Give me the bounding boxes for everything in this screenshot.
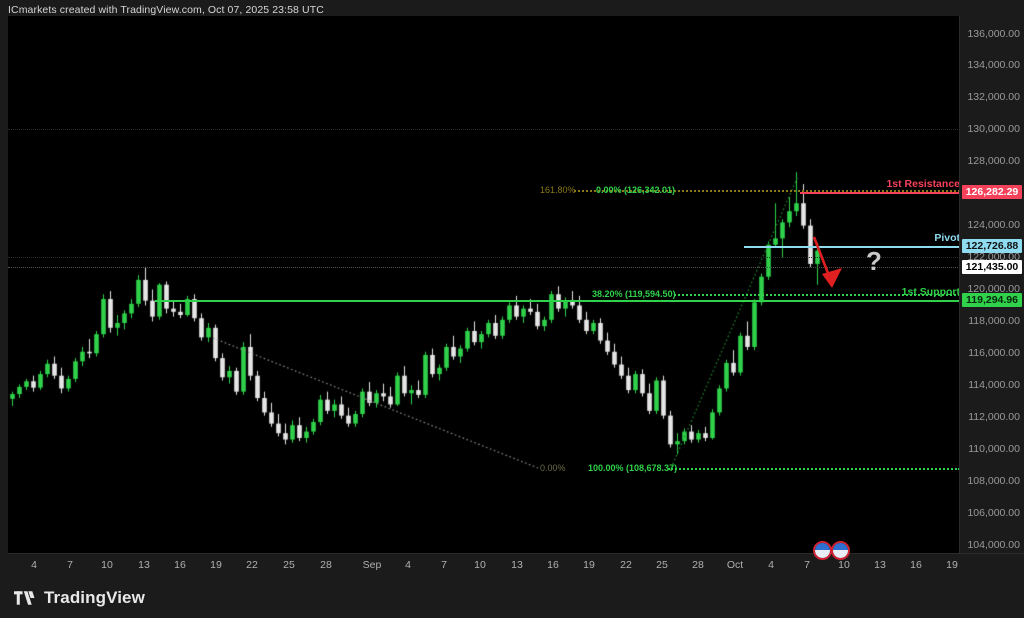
us-flag-event-icon[interactable] (831, 541, 850, 560)
time-tick: 13 (138, 559, 150, 571)
time-tick: 10 (838, 559, 850, 571)
time-tick: 7 (441, 559, 447, 571)
attribution-text: ICmarkets created with TradingView.com, … (8, 4, 324, 16)
time-tick: 22 (620, 559, 632, 571)
time-tick: 4 (405, 559, 411, 571)
price-tick: 120,000.00 (967, 283, 1020, 295)
time-tick: 28 (692, 559, 704, 571)
tradingview-logo-icon (14, 591, 35, 605)
price-tick: 114,000.00 (968, 379, 1020, 391)
chart-plot-area[interactable] (8, 16, 960, 553)
price-tick: 106,000.00 (967, 507, 1020, 519)
price-tick: 112,000.00 (968, 411, 1020, 423)
time-tick: 13 (511, 559, 523, 571)
time-tick: 10 (101, 559, 113, 571)
tradingview-wordmark: TradingView (44, 588, 145, 607)
time-tick: 19 (583, 559, 595, 571)
candlestick-canvas[interactable] (8, 16, 960, 553)
time-tick: 19 (946, 559, 958, 571)
time-tick: 7 (67, 559, 73, 571)
price-tick: 132,000.00 (967, 91, 1020, 103)
time-tick: 4 (768, 559, 774, 571)
time-tick: 25 (283, 559, 295, 571)
pivot-price-badge[interactable]: 122,726.88 (962, 239, 1022, 253)
last-price-badge[interactable]: 121,435.00 (962, 260, 1022, 274)
price-tick: 128,000.00 (967, 155, 1020, 167)
price-tick: 124,000.00 (967, 219, 1020, 231)
price-tick: 104,000.00 (967, 539, 1020, 551)
tradingview-logo[interactable]: TradingView (14, 588, 145, 608)
time-tick: 19 (210, 559, 222, 571)
price-tick: 118,000.00 (968, 315, 1020, 327)
resistance-price-badge[interactable]: 126,282.29 (962, 185, 1022, 199)
axis-divider-horizontal (8, 553, 1024, 554)
time-tick: 4 (31, 559, 37, 571)
time-axis[interactable]: 4 7 10 13 16 19 22 25 28 Sep 4 7 10 13 16 19 22 25 28 Oct 4 7… (8, 553, 1024, 579)
price-tick: 134,000.00 (967, 59, 1020, 71)
time-tick: 25 (656, 559, 668, 571)
time-tick: 7 (804, 559, 810, 571)
time-tick: Oct (726, 559, 744, 571)
time-tick: 16 (910, 559, 922, 571)
price-tick: 130,000.00 (967, 123, 1020, 135)
price-tick: 110,000.00 (968, 443, 1020, 455)
time-tick: 16 (547, 559, 559, 571)
time-tick: 28 (320, 559, 332, 571)
support-price-badge[interactable]: 119,294.96 (962, 293, 1022, 307)
time-tick: 22 (246, 559, 258, 571)
price-tick: 108,000.00 (967, 475, 1020, 487)
time-tick: 10 (474, 559, 486, 571)
time-tick: 13 (874, 559, 886, 571)
price-tick: 116,000.00 (968, 347, 1020, 359)
price-tick: 136,000.00 (967, 28, 1020, 40)
us-flag-event-icon[interactable] (813, 541, 832, 560)
time-tick: Sep (362, 559, 382, 571)
price-axis[interactable]: 136,000.00 134,000.00 132,000.00 130,000.00… (960, 16, 1024, 553)
time-tick: 16 (174, 559, 186, 571)
axis-divider-vertical (959, 16, 960, 553)
footer-bar: TradingView (0, 579, 1024, 618)
